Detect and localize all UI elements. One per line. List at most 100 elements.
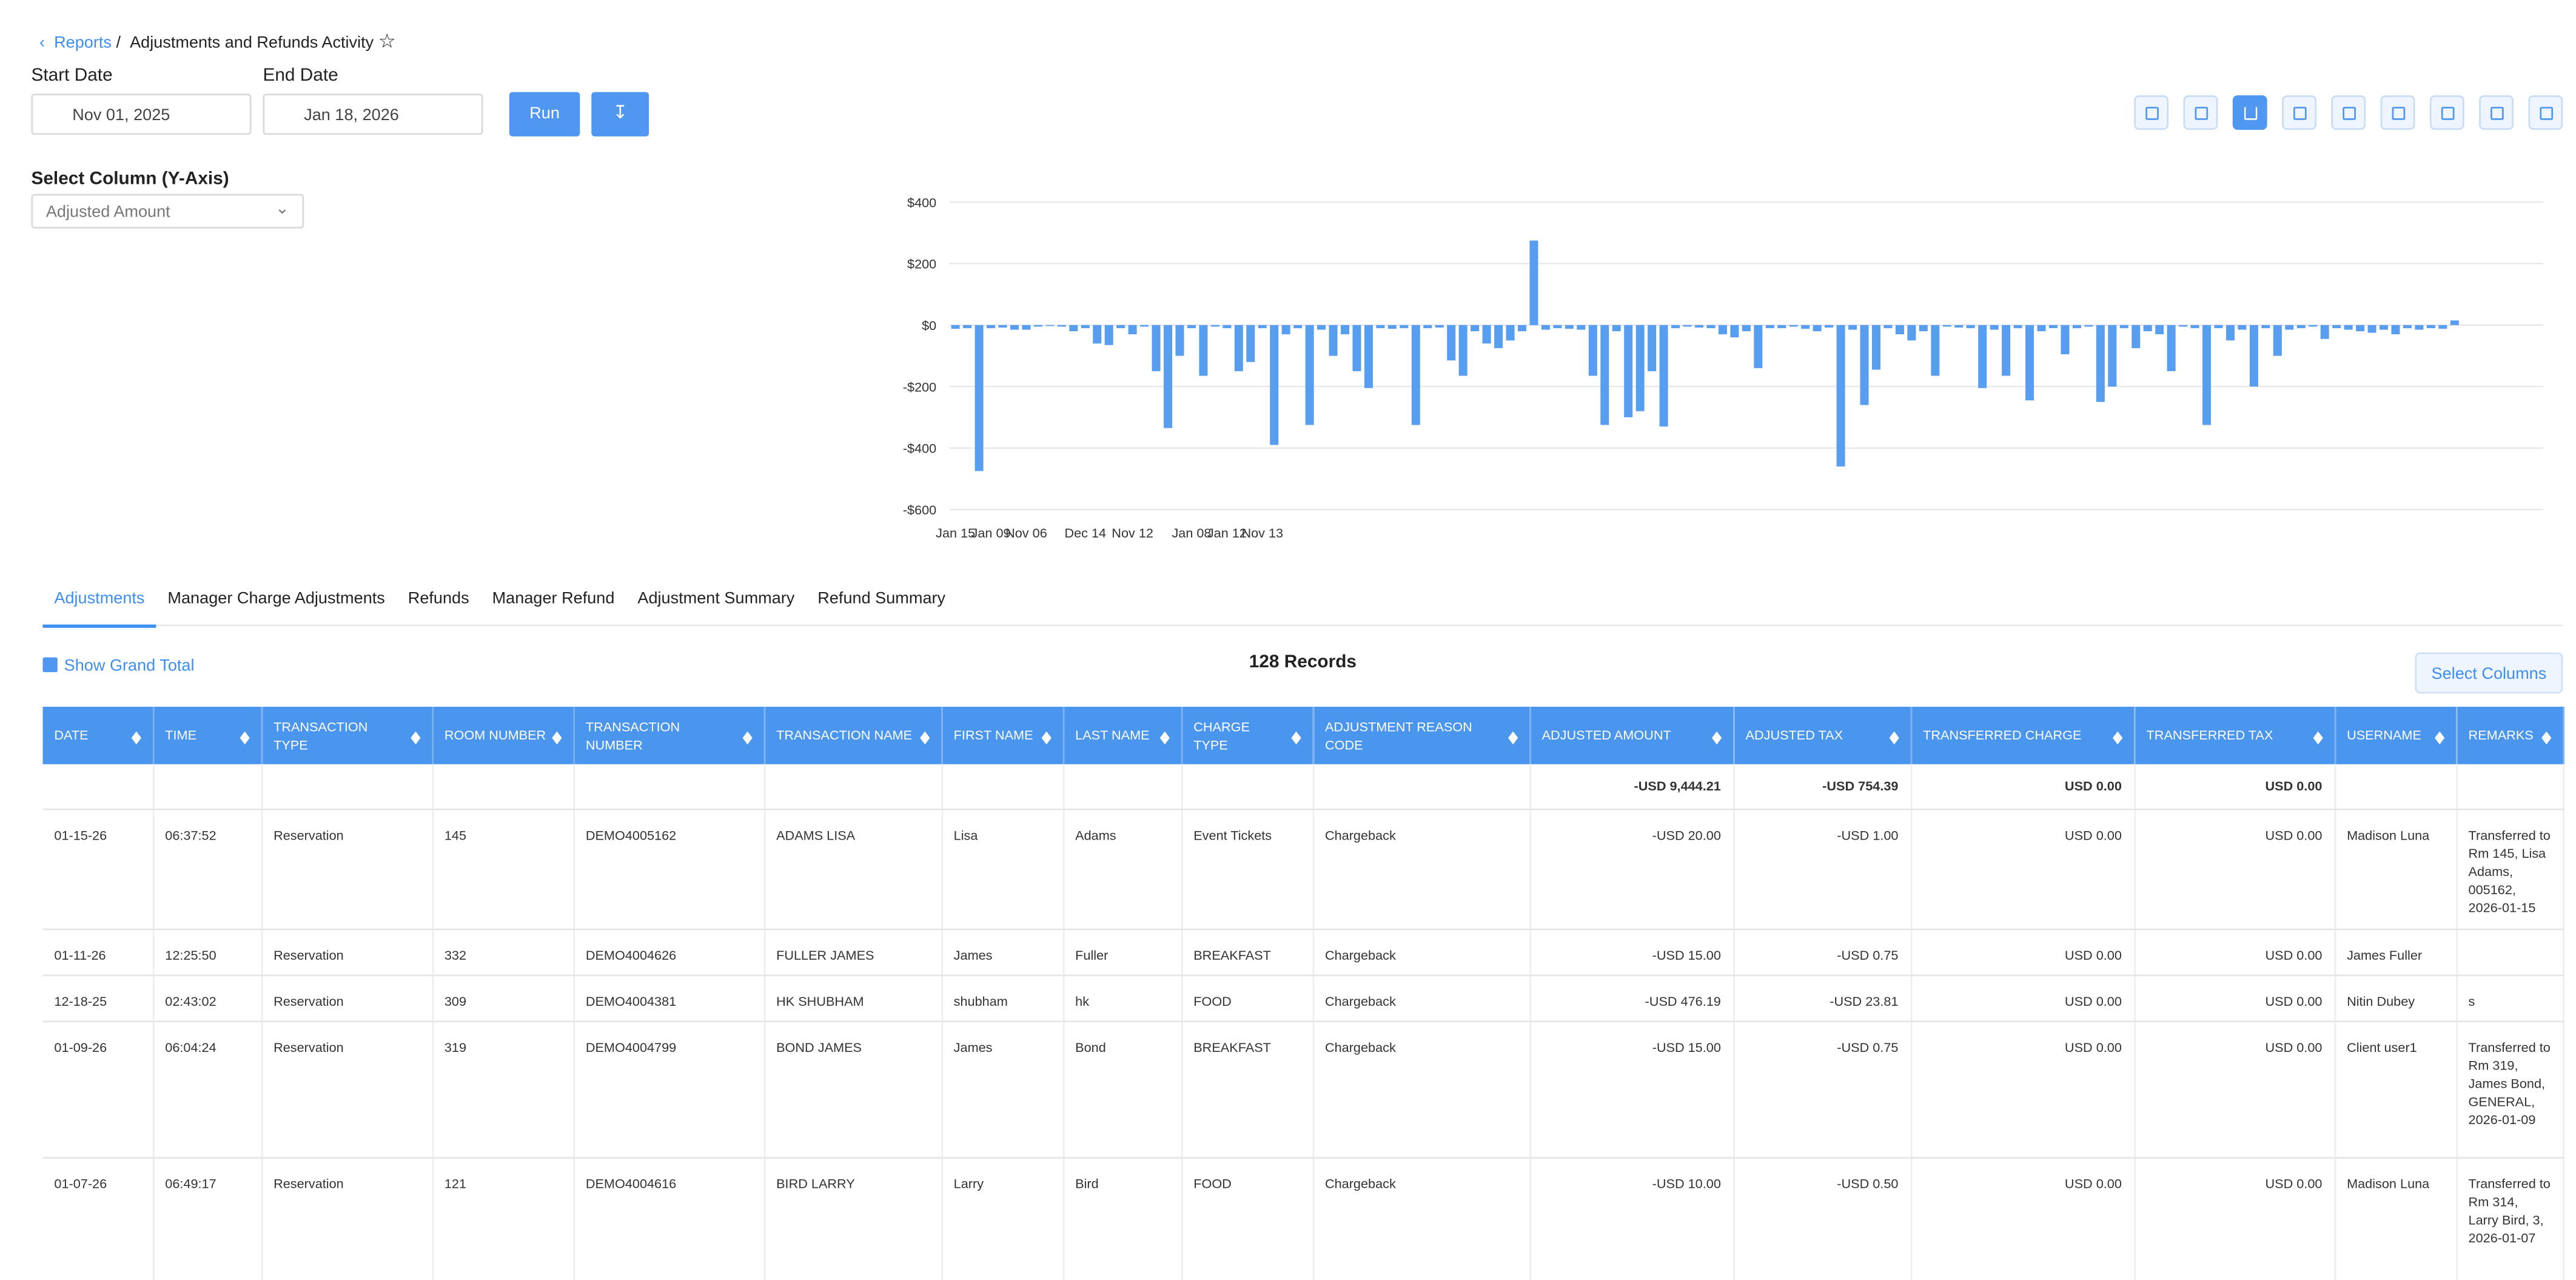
bar <box>1624 325 1633 417</box>
bar <box>1081 325 1090 328</box>
column-header[interactable]: ADJUSTED AMOUNT <box>1529 706 1734 764</box>
table-cell: DEMO4004616 <box>573 1157 765 1280</box>
table-cell: BREAKFAST <box>1181 1020 1313 1158</box>
table-cell: FOOD <box>1181 974 1313 1022</box>
tab[interactable]: Adjustment Summary <box>637 590 795 608</box>
bar <box>2132 325 2141 348</box>
table-cell: Chargeback <box>1312 928 1531 975</box>
table-cell: Reservation <box>261 808 433 930</box>
header-row: DATE TIME TRANSACTION TYPE ROOM NUMBER TRANS… <box>42 706 2564 764</box>
toolbar-button[interactable] <box>2183 95 2218 130</box>
table-cell: Fuller <box>1062 928 1182 975</box>
tab[interactable]: Adjustments <box>42 579 156 628</box>
run-button[interactable]: Run <box>509 92 580 136</box>
bar <box>1754 325 1763 368</box>
select-columns-button[interactable]: Select Columns <box>2415 652 2563 694</box>
select-column-value: Adjusted Amount <box>45 203 170 222</box>
breadcrumb: ‹ Reports / Adjustments and Refunds Acti… <box>39 29 396 53</box>
column-header[interactable]: ROOM NUMBER <box>432 706 574 764</box>
toolbar-button[interactable] <box>2282 95 2316 130</box>
grand-total-toggle[interactable]: Show Grand Total <box>42 657 195 675</box>
column-header[interactable]: TRANSACTION NAME <box>763 706 942 764</box>
bar <box>1116 325 1125 328</box>
tab[interactable]: Refunds <box>408 590 469 608</box>
table-cell: 12:25:50 <box>152 928 263 975</box>
download-button[interactable]: ↧ <box>591 92 649 136</box>
bar <box>1777 325 1786 328</box>
tab[interactable]: Refund Summary <box>817 590 946 608</box>
bar <box>1825 325 1834 328</box>
table-cell: BOND JAMES <box>763 1020 942 1158</box>
table-cell: shubham <box>941 974 1064 1022</box>
bar <box>1730 325 1739 338</box>
x-tick-label: Nov 12 <box>1112 525 1153 541</box>
grand-total-cell <box>1181 764 1313 810</box>
bar <box>1341 325 1350 335</box>
bar <box>1010 325 1019 330</box>
bar <box>1210 325 1219 327</box>
column-header[interactable]: DATE <box>42 706 154 764</box>
start-date[interactable]: Nov 01, 2025 <box>31 93 252 135</box>
bar <box>1635 325 1645 411</box>
bar <box>1234 325 1243 371</box>
table-cell: 12-18-25 <box>42 974 154 1022</box>
bar <box>1164 325 1173 428</box>
column-header[interactable]: REMARKS <box>2456 706 2564 764</box>
toolbar-button[interactable] <box>2134 95 2169 130</box>
table-cell: USD 0.00 <box>2134 1020 2336 1158</box>
table-cell: DEMO4004381 <box>573 974 765 1022</box>
toolbar-button[interactable] <box>2331 95 2366 130</box>
breadcrumb-link[interactable]: ‹ Reports <box>39 34 112 53</box>
column-header[interactable]: FIRST NAME <box>941 706 1064 764</box>
tab[interactable]: Manager Refund <box>492 590 615 608</box>
icon <box>2540 107 2554 120</box>
table-cell: 01-07-26 <box>42 1157 154 1280</box>
column-header[interactable]: ADJUSTED TAX <box>1733 706 1912 764</box>
table-cell: Nitin Dubey <box>2334 974 2457 1022</box>
bar <box>1742 325 1751 332</box>
toolbar-button[interactable] <box>2380 95 2415 130</box>
bar <box>1860 325 1869 405</box>
bar <box>1376 325 1385 328</box>
bar <box>1600 325 1609 425</box>
grand-total-cell: USD 0.00 <box>2134 764 2336 810</box>
bar <box>1293 325 1303 328</box>
column-header[interactable]: ADJUSTMENT REASON CODE <box>1312 706 1531 764</box>
toolbar-button[interactable] <box>2232 95 2267 130</box>
bar <box>1246 325 1255 362</box>
bar <box>998 325 1007 328</box>
table-row: 01-09-26 06:04:24 Reservation 319 DEMO400479… <box>42 1020 2564 1158</box>
bar <box>1494 325 1503 348</box>
breadcrumb-parent[interactable]: Reports <box>54 34 112 53</box>
column-header[interactable]: LAST NAME <box>1062 706 1182 764</box>
bar <box>1588 325 1597 376</box>
toolbar-button[interactable] <box>2528 95 2563 130</box>
bar <box>1458 325 1467 376</box>
column-header[interactable]: TIME <box>152 706 263 764</box>
y-tick-label: $400 <box>907 195 936 210</box>
table-cell: Transferred to Rm 314, Larry Bird, 3, 20… <box>2456 1157 2564 1280</box>
bar <box>1871 325 1880 370</box>
column-header[interactable]: TRANSACTION TYPE <box>261 706 433 764</box>
bar <box>2143 325 2152 332</box>
table-cell: 319 <box>432 1020 574 1158</box>
table-cell: James <box>941 928 1064 975</box>
bar <box>1435 325 1444 328</box>
end-date[interactable]: Jan 18, 2026 <box>263 93 483 135</box>
table-cell: Madison Luna <box>2334 808 2457 930</box>
column-header[interactable]: TRANSFERRED CHARGE <box>1910 706 2135 764</box>
grand-total-cell <box>941 764 1064 810</box>
select-column[interactable]: Adjusted Amount ⌄ <box>31 194 304 229</box>
toolbar-button[interactable] <box>2479 95 2514 130</box>
column-header[interactable]: TRANSACTION NUMBER <box>573 706 765 764</box>
column-header[interactable]: USERNAME <box>2334 706 2457 764</box>
tab[interactable]: Manager Charge Adjustments <box>167 590 385 608</box>
table-cell: 02:43:02 <box>152 974 263 1022</box>
column-header[interactable]: TRANSFERRED TAX <box>2134 706 2336 764</box>
table-cell: 06:37:52 <box>152 808 263 930</box>
y-tick-label: -$200 <box>903 379 936 394</box>
toolbar-button[interactable] <box>2429 95 2464 130</box>
grand-total-cell <box>2334 764 2457 810</box>
column-header[interactable]: CHARGE TYPE <box>1181 706 1313 764</box>
grand-total-cell <box>2456 764 2564 810</box>
